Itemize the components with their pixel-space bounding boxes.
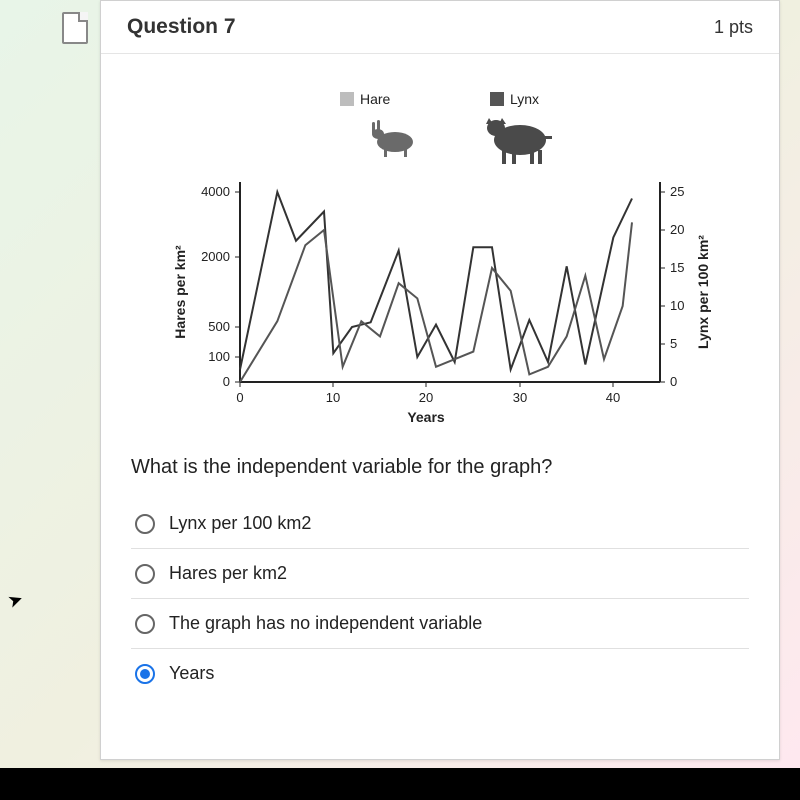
svg-text:30: 30 (513, 390, 527, 405)
option-years[interactable]: Years (131, 649, 749, 698)
y-left-ticks: 0 100 500 2000 4000 (201, 184, 240, 389)
svg-text:10: 10 (326, 390, 340, 405)
x-ticks: 0 10 20 30 40 (236, 382, 620, 405)
answer-options: Lynx per 100 km2 Hares per km2 The graph… (101, 489, 779, 708)
option-label: Lynx per 100 km2 (169, 513, 311, 534)
question-header: Question 7 1 pts (101, 1, 779, 54)
svg-text:10: 10 (670, 298, 684, 313)
svg-text:15: 15 (670, 260, 684, 275)
svg-text:20: 20 (670, 222, 684, 237)
svg-text:25: 25 (670, 184, 684, 199)
svg-text:500: 500 (208, 319, 230, 334)
legend-hare-label: Hare (360, 91, 391, 107)
lynx-silhouette-icon (486, 118, 552, 164)
question-points: 1 pts (714, 17, 753, 38)
svg-text:0: 0 (223, 374, 230, 389)
option-label: Hares per km2 (169, 563, 287, 584)
chart-svg: Hare Lynx (160, 82, 720, 442)
y-right-ticks: 0 5 10 15 20 25 (660, 184, 684, 389)
question-title: Question 7 (127, 15, 236, 39)
bottom-black-strip (0, 768, 800, 800)
option-lynx[interactable]: Lynx per 100 km2 (131, 499, 749, 549)
document-icon (62, 12, 88, 44)
option-none[interactable]: The graph has no independent variable (131, 599, 749, 649)
svg-text:20: 20 (419, 390, 433, 405)
population-chart: Hare Lynx (160, 82, 720, 442)
svg-text:40: 40 (606, 390, 620, 405)
legend-lynx-swatch (490, 92, 504, 106)
cursor-icon: ➤ (5, 588, 26, 613)
y-left-label: Hares per km² (172, 245, 188, 339)
question-text: What is the independent variable for the… (101, 452, 779, 489)
radio-icon[interactable] (135, 564, 155, 584)
legend-hare-swatch (340, 92, 354, 106)
radio-icon[interactable] (135, 514, 155, 534)
option-label: Years (169, 663, 214, 684)
svg-text:0: 0 (236, 390, 243, 405)
svg-text:0: 0 (670, 374, 677, 389)
svg-text:2000: 2000 (201, 249, 230, 264)
y-right-label: Lynx per 100 km² (695, 235, 711, 349)
question-card: Question 7 1 pts Hare Lynx (100, 0, 780, 760)
radio-icon[interactable] (135, 664, 155, 684)
option-hares[interactable]: Hares per km2 (131, 549, 749, 599)
option-label: The graph has no independent variable (169, 613, 482, 634)
svg-text:100: 100 (208, 349, 230, 364)
hare-silhouette-icon (372, 120, 413, 157)
svg-text:4000: 4000 (201, 184, 230, 199)
svg-text:5: 5 (670, 336, 677, 351)
hare-series-line (240, 192, 632, 370)
radio-icon[interactable] (135, 614, 155, 634)
x-axis-label: Years (407, 409, 445, 425)
legend-lynx-label: Lynx (510, 91, 539, 107)
